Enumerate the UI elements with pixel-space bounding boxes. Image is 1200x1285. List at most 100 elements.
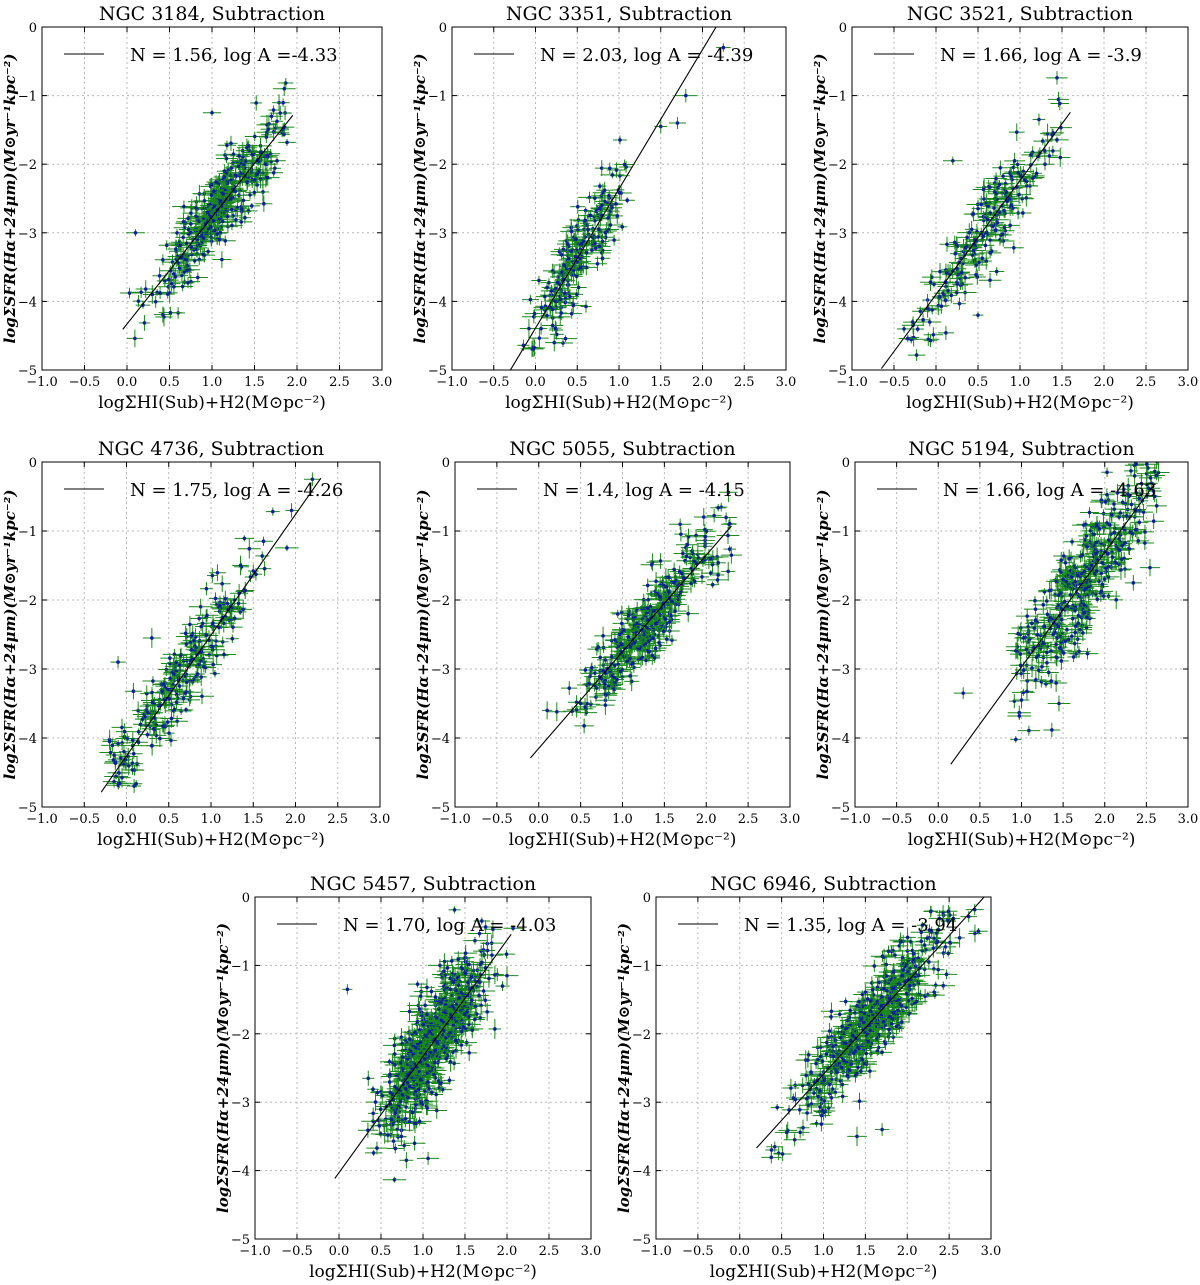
data-point	[245, 180, 249, 185]
x-tick-label: 0.5	[158, 812, 179, 827]
panel-5: −1.0 −0.5 0.0 0.5 1.0 1.5 2.0 2.5 3.0 0 −1 −2 −3 −4 −5…	[414, 438, 800, 850]
data-point	[285, 140, 289, 145]
data-point	[715, 578, 720, 582]
data-point	[212, 228, 217, 233]
data-point	[241, 607, 245, 612]
data-point	[1012, 246, 1016, 250]
data-point	[603, 678, 608, 682]
x-tick-label: −0.5	[478, 375, 510, 390]
data-point	[125, 736, 130, 741]
data-point	[550, 323, 555, 328]
data-point	[692, 579, 697, 584]
data-point	[120, 741, 124, 745]
data-point	[598, 184, 602, 188]
data-point	[684, 554, 689, 559]
data-point	[203, 222, 208, 226]
y-tick-label: 0	[29, 21, 37, 36]
data-point	[622, 628, 626, 632]
data-point	[206, 203, 211, 208]
data-point	[622, 162, 627, 167]
data-point	[954, 290, 959, 295]
data-point	[275, 119, 279, 124]
data-point	[117, 781, 122, 786]
data-point	[625, 659, 630, 664]
data-point	[644, 658, 648, 663]
data-point	[243, 588, 248, 593]
data-point	[1015, 162, 1020, 167]
y-tick-label: −5	[828, 364, 847, 379]
data-point	[217, 625, 221, 630]
y-tick-label: −5	[18, 364, 37, 379]
data-point	[539, 326, 543, 331]
data-point	[597, 206, 602, 210]
data-point	[667, 620, 672, 624]
data-point	[310, 477, 315, 482]
panel-4: −1.0 −0.5 0.0 0.5 1.0 1.5 2.0 2.5 3.0 0 −1 −2 −3 −4 −5…	[1, 438, 390, 850]
data-point	[210, 573, 215, 578]
data-point	[583, 705, 587, 709]
x-tick-label: 0.5	[159, 375, 180, 390]
data-point	[684, 93, 688, 98]
data-point	[982, 218, 986, 223]
y-tick-label: −5	[431, 801, 450, 816]
x-tick-label: −1.0	[26, 375, 58, 390]
data-point	[174, 247, 178, 251]
data-point	[181, 696, 186, 701]
data-point	[113, 761, 118, 765]
data-point	[957, 301, 962, 306]
data-point	[271, 108, 276, 112]
data-point	[574, 274, 579, 279]
data-point	[652, 656, 657, 660]
y-tick-label: 0	[439, 21, 447, 36]
data-point	[120, 725, 124, 730]
data-point	[724, 515, 728, 520]
data-point	[670, 599, 674, 604]
data-point	[126, 764, 131, 768]
data-point	[136, 729, 141, 734]
data-point	[246, 143, 251, 148]
data-point	[278, 111, 283, 115]
data-point	[186, 227, 191, 232]
data-point	[650, 653, 655, 658]
data-point	[1058, 155, 1063, 160]
data-point	[112, 779, 116, 784]
data-point	[658, 124, 663, 129]
x-tick-label: 2.0	[1094, 812, 1115, 827]
x-tick-label: −1.0	[839, 812, 871, 827]
data-point	[200, 694, 204, 699]
data-point	[120, 775, 124, 780]
y-tick-label: −3	[828, 227, 847, 242]
data-point	[654, 579, 658, 584]
data-point	[1001, 174, 1005, 178]
data-point	[110, 743, 115, 748]
x-tick-label: 1.5	[1052, 375, 1073, 390]
data-point	[1034, 171, 1039, 176]
data-point	[565, 242, 570, 246]
data-point	[569, 311, 574, 316]
data-point	[130, 738, 135, 742]
data-point	[593, 246, 598, 250]
data-point	[210, 644, 215, 649]
data-point	[281, 100, 285, 105]
data-point	[936, 303, 941, 308]
data-point	[200, 621, 205, 626]
data-point	[938, 294, 942, 299]
data-point	[282, 132, 286, 137]
fit-line	[509, 27, 717, 370]
data-point	[205, 210, 210, 215]
data-point	[646, 597, 651, 602]
data-point	[136, 740, 141, 745]
y-axis-label: logΣSFR(Hα+24μm)(M⊙yr⁻¹kpc⁻²)	[411, 54, 429, 344]
data-point	[994, 269, 999, 274]
data-point	[252, 190, 257, 195]
y-tick-label: −2	[18, 594, 37, 609]
y-tick-label: −3	[831, 663, 850, 678]
y-tick-label: −3	[428, 227, 447, 242]
data-point	[130, 761, 135, 765]
x-tick-label: 2.0	[287, 375, 308, 390]
panel-title: NGC 3521, Subtraction	[907, 3, 1133, 25]
x-tick-label: 1.0	[1011, 812, 1032, 827]
y-tick-label: −5	[18, 801, 37, 816]
data-point	[651, 636, 655, 641]
plot-frame	[454, 461, 791, 808]
